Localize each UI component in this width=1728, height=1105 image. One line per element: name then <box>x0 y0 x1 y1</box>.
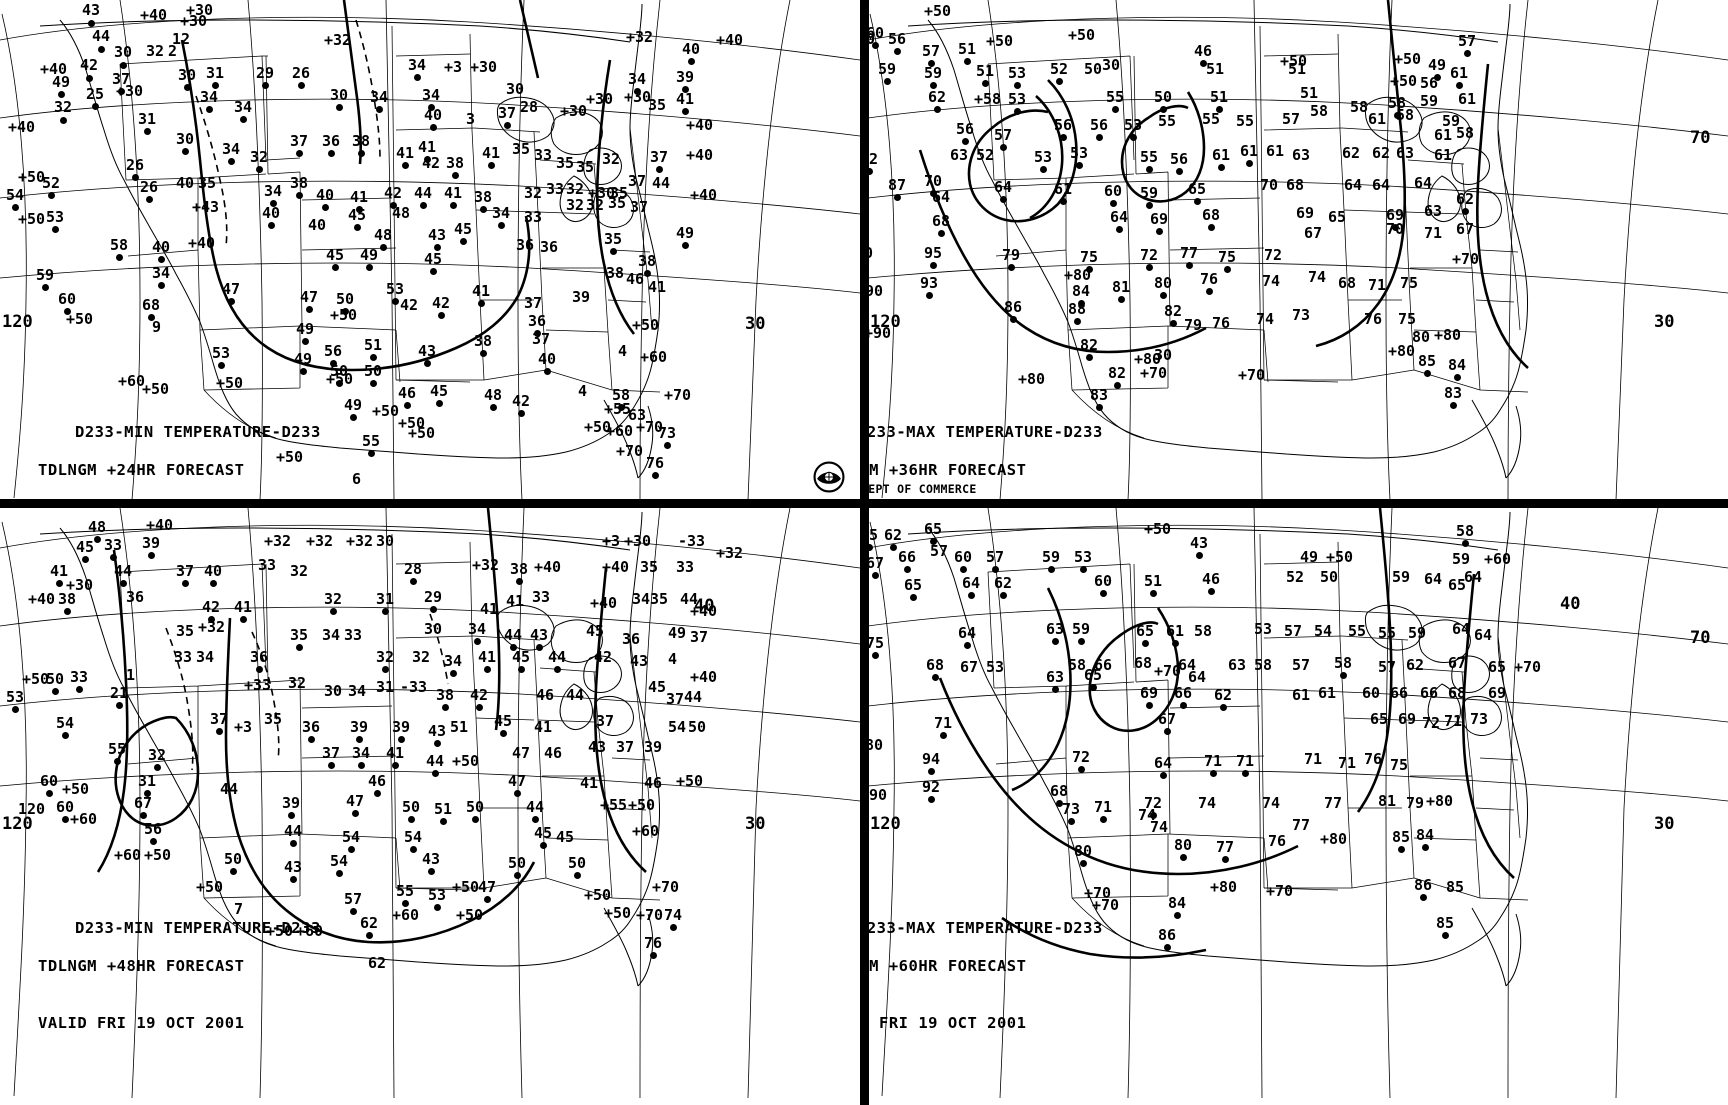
panel-min-24hr: 120 30 43 +40 +30 44 30 32 12 +32 34 +3 … <box>0 0 860 500</box>
longitude-label-120: 120 <box>2 312 33 332</box>
panel-4-title-line2: TDLNGM +60HR FORECAST <box>868 957 1027 975</box>
longitude-label-70: 70 <box>1690 628 1711 648</box>
credit-line-1: US DEPT OF COMMERCE <box>868 482 977 496</box>
panel-2-title-block: D233-MAX TEMPERATURE-D233 TDLNGM +36HR F… <box>868 404 1103 500</box>
panel-min-48hr: 120 30 40 48 +40 45 33 39 +32 +32 +32 30… <box>0 508 860 1105</box>
longitude-label-70: 70 <box>1690 128 1711 148</box>
longitude-label-120: 120 <box>2 814 33 834</box>
longitude-label-40: 40 <box>694 596 715 616</box>
panel-1-map-graphic <box>0 0 860 500</box>
panel-4-map-graphic <box>868 508 1728 1105</box>
panel-max-60hr: 120 30 70 40 +60 65 62 65 +50 43 58 67 6… <box>868 508 1728 1105</box>
panel-3-title-line2: TDLNGM +48HR FORECAST <box>38 957 245 975</box>
panel-3-map-graphic <box>0 508 860 1105</box>
panel-3-title-line3: VALID FRI 19 OCT 2001 <box>38 1014 245 1032</box>
panel-4-title-line3: VALID FRI 19 OCT 2001 <box>868 1014 1027 1032</box>
panel-4-title-line1: D233-MAX TEMPERATURE-D233 <box>868 919 1103 937</box>
panel-2-map-graphic <box>868 0 1728 500</box>
longitude-label-30: 30 <box>1654 814 1675 834</box>
panel-divider-horizontal <box>0 499 1728 508</box>
longitude-label-30: 30 <box>745 314 766 334</box>
panel-2-title-line2: TDLNGM +36HR FORECAST <box>868 461 1027 479</box>
longitude-label-120: 120 <box>870 814 901 834</box>
agency-credit-block: US DEPT OF COMMERCE NOAA/NWS/NCEP WASHIN… <box>868 470 1013 500</box>
panel-1-title-line2: TDLNGM +24HR FORECAST <box>38 461 245 479</box>
panel-max-36hr: 120 30 70 55 +50 +60 60 56 57 51 +50 +50… <box>868 0 1728 500</box>
longitude-label-30: 30 <box>1654 312 1675 332</box>
longitude-label-120: 120 <box>870 312 901 332</box>
panel-4-title-block: D233-MAX TEMPERATURE-D233 TDLNGM +60HR F… <box>868 900 1103 1071</box>
panel-1-title-line1: D233-MIN TEMPERATURE-D233 <box>75 423 321 441</box>
longitude-label-40: 40 <box>1560 594 1581 614</box>
panel-1-title-block: D233-MIN TEMPERATURE-D233 TDLNGM +24HR F… <box>16 404 321 500</box>
panel-2-title-line1: D233-MAX TEMPERATURE-D233 <box>868 423 1103 441</box>
longitude-label-30: 30 <box>745 814 766 834</box>
panel-3-title-line1: D233-MIN TEMPERATURE-D233 <box>75 919 321 937</box>
panel-divider-vertical <box>860 0 869 1105</box>
panel-3-title-block: D233-MIN TEMPERATURE-D233 TDLNGM +48HR F… <box>16 900 321 1071</box>
noaa-seal-icon <box>813 461 845 493</box>
